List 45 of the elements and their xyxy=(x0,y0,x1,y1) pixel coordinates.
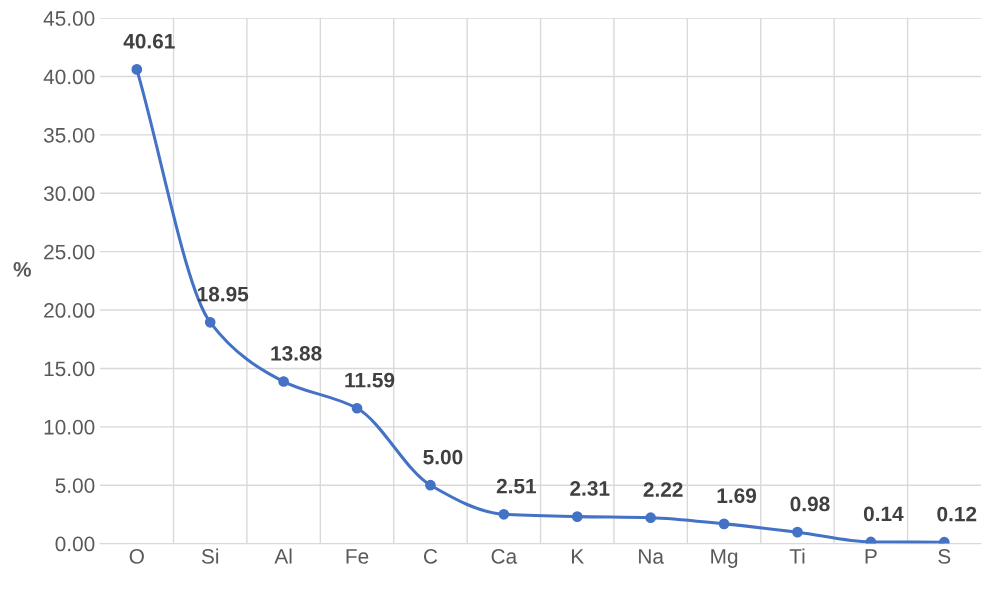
data-label: 0.12 xyxy=(937,506,977,522)
x-tick-label: S xyxy=(938,549,951,564)
point xyxy=(498,508,510,520)
point xyxy=(792,526,803,538)
x-tick-label: P xyxy=(865,549,877,564)
data-label: 1.69 xyxy=(717,488,757,504)
y-tick-label: 25.00 xyxy=(44,244,95,260)
x-tick-label: Ti xyxy=(789,548,805,564)
point xyxy=(645,512,657,524)
point xyxy=(718,518,730,530)
point xyxy=(351,402,363,414)
data-label: 2.31 xyxy=(570,481,610,496)
x-tick-label: Ca xyxy=(491,549,518,564)
x-tick-label: O xyxy=(129,549,144,564)
y-tick-label: 30.00 xyxy=(43,186,95,202)
y-tick-label: 45.00 xyxy=(43,11,95,26)
data-label: 13.88 xyxy=(271,345,322,361)
data-label: 5.00 xyxy=(423,449,463,465)
y-tick-label: 40.00 xyxy=(43,69,95,85)
x-tick-label: Si xyxy=(201,548,219,564)
data-label: 0.98 xyxy=(790,496,830,512)
y-tick-label: 0.00 xyxy=(55,536,95,552)
x-tick-label: Na xyxy=(639,549,664,564)
x-tick-label: Mg xyxy=(711,549,738,568)
data-label: 2.51 xyxy=(496,478,537,494)
point xyxy=(425,479,436,491)
x-tick-label: Al xyxy=(274,548,292,564)
data-label: 0.14 xyxy=(863,506,904,522)
x-tick-label: C xyxy=(423,549,438,564)
y-tick-label: 15.00 xyxy=(44,361,95,377)
data-label: 18.95 xyxy=(197,286,249,302)
y-tick-label: 35.00 xyxy=(43,127,95,143)
x-tick-label: Fe xyxy=(346,549,369,564)
data-label: 40.61 xyxy=(123,33,175,49)
y-tick-label: 10.00 xyxy=(44,419,95,435)
point xyxy=(204,316,216,328)
y-tick-label: 20.00 xyxy=(44,303,95,318)
point xyxy=(131,64,143,75)
point xyxy=(571,511,583,522)
y-axis-title: % xyxy=(13,262,31,277)
x-tick-label: K xyxy=(572,549,584,564)
point xyxy=(278,376,289,387)
y-tick-label: 5.00 xyxy=(55,478,95,493)
data-label: 2.22 xyxy=(643,482,683,497)
data-label: 11.59 xyxy=(345,372,395,388)
